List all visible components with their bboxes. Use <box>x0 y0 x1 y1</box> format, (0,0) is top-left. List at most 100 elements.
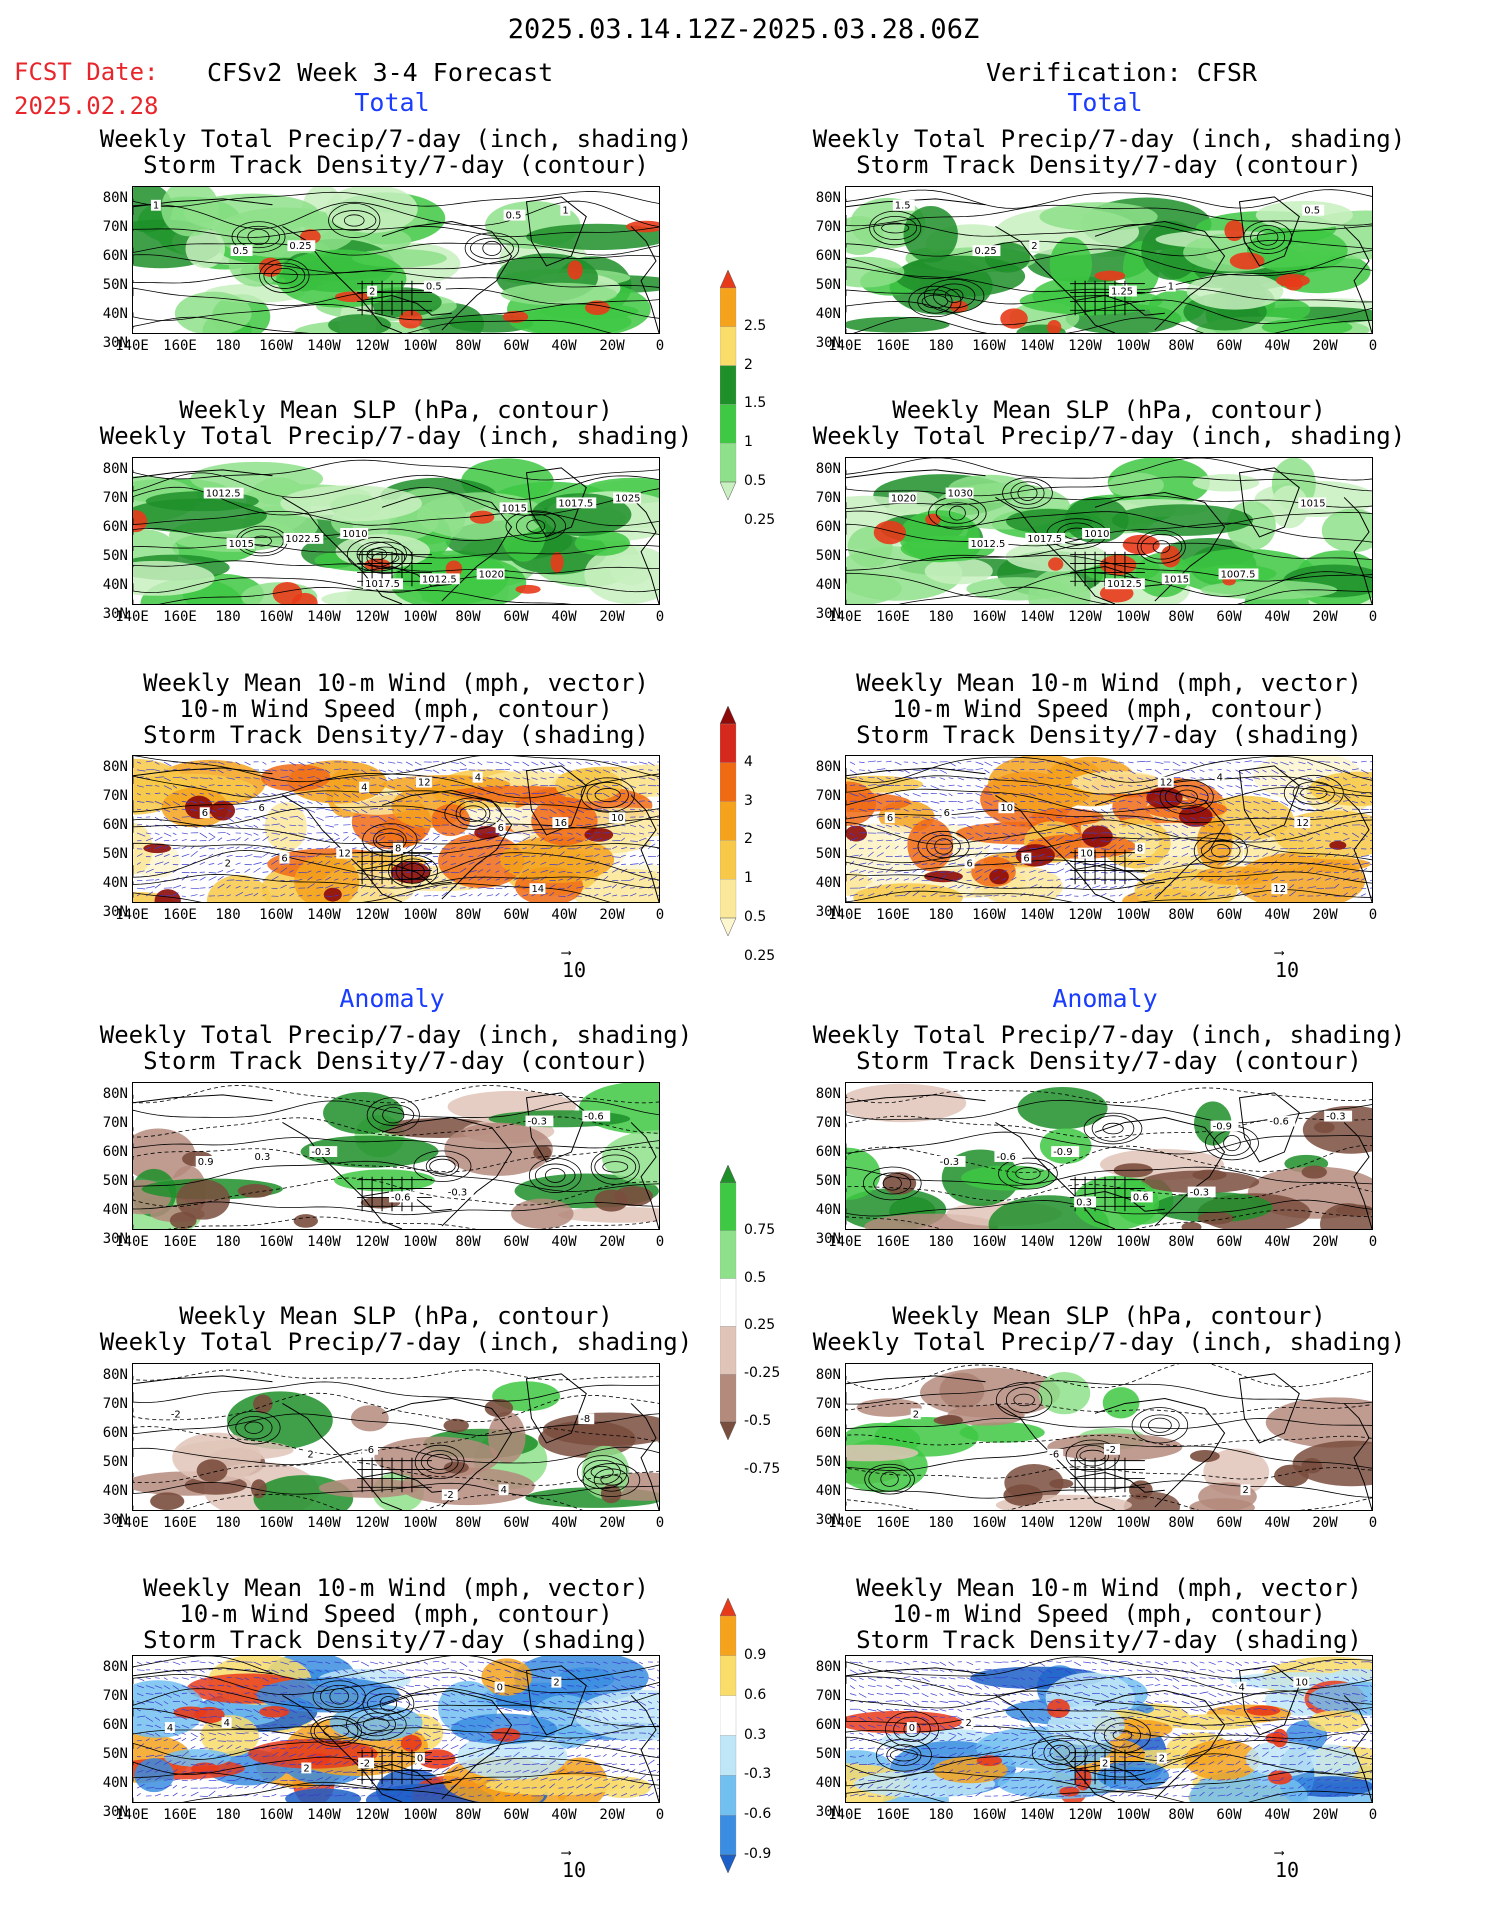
section-anomaly-right: Anomaly <box>1052 984 1158 1013</box>
lon-label-r5-left: 100W <box>403 1807 437 1823</box>
colorbar-segment <box>719 1182 737 1231</box>
panel-title-r1-left-line2: Weekly Total Precip/7-day (inch, shading… <box>99 422 693 450</box>
lon-label-r0-right: 160E <box>876 338 910 354</box>
lat-label-r4-right: 50N <box>815 1454 841 1470</box>
vector-ref-value: 10 <box>562 958 587 982</box>
lon-label-r3-left: 160E <box>163 1234 197 1250</box>
lon-label-r2-right: 160W <box>972 907 1006 923</box>
colorbar-label-storm-total: 4 <box>744 753 753 770</box>
panel-title-r2-right-line3: Storm Track Density/7-day (shading) <box>856 721 1362 749</box>
lat-label-r1-left: 50N <box>102 548 128 564</box>
colorbar-segment <box>719 365 737 405</box>
panel-title-r3-right-line1: Weekly Total Precip/7-day (inch, shading… <box>812 1021 1406 1049</box>
contour-label: 1.5 <box>895 201 911 212</box>
lon-label-r3-right: 80W <box>1168 1234 1194 1250</box>
lat-label-r1-right: 60N <box>815 519 841 535</box>
contour-label: 12 <box>1273 884 1286 895</box>
lon-label-r5-left: 80W <box>455 1807 481 1823</box>
lon-label-r1-right: 20W <box>1312 609 1338 625</box>
lon-label-r2-right: 160E <box>876 907 910 923</box>
lat-label-r0-left: 50N <box>102 277 128 293</box>
lat-label-r4-left: 60N <box>102 1425 128 1441</box>
fcst-date-label: FCST Date: <box>14 58 159 86</box>
map-panel-r2-right: 10 8 12 6 10 4 6 6 12 12 6 <box>845 755 1373 903</box>
lon-label-r4-left: 160E <box>163 1515 197 1531</box>
contour-label: -0.6 <box>996 1152 1015 1163</box>
colorbar-storm-anom: 0.9 0.6 0.3 -0.3 -0.6 -0.9 <box>719 1597 810 1874</box>
contour-label: 1010 <box>342 529 367 540</box>
lon-label-r4-right: 80W <box>1168 1515 1194 1531</box>
lon-label-r5-left: 160W <box>259 1807 293 1823</box>
colorbar-label-storm-total: 3 <box>744 792 753 809</box>
contour-label: 2 <box>1031 241 1037 252</box>
contour-label: 1 <box>562 206 568 217</box>
lon-label-r3-right: 60W <box>1216 1234 1242 1250</box>
lon-label-r5-left: 120W <box>355 1807 389 1823</box>
lon-label-r3-right: 0 <box>1368 1234 1378 1250</box>
contour-label: -2 <box>1106 1445 1116 1456</box>
lon-label-r1-left: 160W <box>259 609 293 625</box>
lon-label-r3-left: 40W <box>551 1234 577 1250</box>
fcst-date-value: 2025.02.28 <box>14 92 159 120</box>
lat-label-r0-right: 40N <box>815 306 841 322</box>
lon-label-r3-left: 120W <box>355 1234 389 1250</box>
colorbar-label-storm-total: 2 <box>744 831 753 848</box>
contour-label: 0.9 <box>198 1157 214 1168</box>
lat-label-r0-left: 40N <box>102 306 128 322</box>
colorbar-label-storm-anom: 0.6 <box>744 1686 767 1703</box>
contour-label: 10 <box>1000 803 1013 814</box>
lat-label-r1-left: 70N <box>102 490 128 506</box>
contour-label: 1022.5 <box>285 534 320 545</box>
map-panel-r2-left: 6 8 14 6 12 4 10 6 12 16 2 4 6 <box>132 755 660 903</box>
panel-title-r3-left-line1: Weekly Total Precip/7-day (inch, shading… <box>99 1021 693 1049</box>
vector-ref-arrow-icon: ⟶ <box>562 1845 571 1861</box>
lon-label-r5-left: 60W <box>503 1807 529 1823</box>
lon-label-r4-left: 100W <box>403 1515 437 1531</box>
contour-label: 1015 <box>1164 574 1189 585</box>
contour-label: 10 <box>1295 1678 1308 1689</box>
lon-label-r4-left: 160W <box>259 1515 293 1531</box>
lon-label-r4-right: 60W <box>1216 1515 1242 1531</box>
lon-label-r5-left: 0 <box>655 1807 665 1823</box>
contour-label: -0.3 <box>448 1187 467 1198</box>
lon-label-r3-left: 60W <box>503 1234 529 1250</box>
colorbar-segment <box>719 443 737 483</box>
lon-label-r0-right: 120W <box>1068 338 1102 354</box>
lon-label-r4-left: 140W <box>307 1515 341 1531</box>
coastlines <box>133 765 659 902</box>
map-panel-r3-right: -0.9 -0.3 -0.3 -0.6 0.6 -0.6 -0.3 0.3 -0.9 <box>845 1082 1373 1230</box>
contour-label: 0.6 <box>1133 1192 1149 1203</box>
contour-label: 6 <box>202 808 208 819</box>
lon-label-r5-left: 180 <box>215 1807 241 1823</box>
colorbar-segment <box>719 1615 737 1656</box>
section-total-left: Total <box>354 88 430 117</box>
lon-label-r1-right: 60W <box>1216 609 1242 625</box>
lat-label-r5-left: 60N <box>102 1717 128 1733</box>
contour-label: 12 <box>418 778 431 789</box>
contour-label: 1 <box>1168 282 1174 293</box>
colorbar-label-precip-total: 0.25 <box>744 511 776 528</box>
lon-label-r5-right: 0 <box>1368 1807 1378 1823</box>
lat-label-r4-right: 70N <box>815 1396 841 1412</box>
lat-label-r2-right: 50N <box>815 846 841 862</box>
coastlines <box>846 196 1372 333</box>
forecast-heading: CFSv2 Week 3-4 Forecast <box>207 58 554 87</box>
lon-label-r3-left: 140W <box>307 1234 341 1250</box>
contour-label: 4 <box>1239 1683 1245 1694</box>
contour-lines <box>846 1087 1372 1229</box>
lon-label-r4-right: 100W <box>1116 1515 1150 1531</box>
colorbar-segment <box>719 1278 737 1327</box>
contour-label: 1015 <box>229 539 254 550</box>
lat-label-r0-left: 70N <box>102 219 128 235</box>
lon-label-r3-right: 180 <box>928 1234 954 1250</box>
contour-labels: -0.9 -0.3 -0.3 -0.6 0.6 -0.6 -0.3 0.3 -0.9 <box>937 1110 1353 1208</box>
contour-label: 2 <box>553 1678 559 1689</box>
panel-title-r1-right-line2: Weekly Total Precip/7-day (inch, shading… <box>812 422 1406 450</box>
contour-label: 12 <box>1160 778 1173 789</box>
lon-label-r5-left: 20W <box>599 1807 625 1823</box>
lon-label-r3-left: 140E <box>115 1234 149 1250</box>
contour-label: 1010 <box>1084 529 1109 540</box>
lon-label-r1-left: 20W <box>599 609 625 625</box>
lon-label-r4-right: 140W <box>1020 1515 1054 1531</box>
panel-title-r5-left-line3: Storm Track Density/7-day (shading) <box>143 1626 649 1654</box>
